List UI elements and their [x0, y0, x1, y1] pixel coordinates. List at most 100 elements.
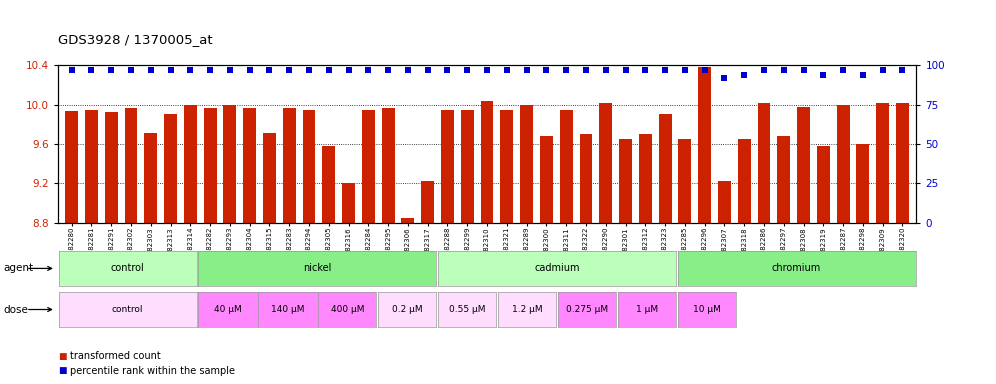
- Bar: [817, 146, 830, 223]
- Bar: [303, 109, 316, 223]
- Point: [104, 67, 120, 73]
- Point: [400, 67, 416, 73]
- Point: [618, 67, 633, 73]
- Bar: [540, 136, 553, 223]
- Bar: [500, 109, 513, 223]
- Bar: [362, 109, 374, 223]
- Bar: [797, 107, 810, 223]
- Point: [598, 67, 614, 73]
- Text: 0.275 μM: 0.275 μM: [566, 305, 608, 314]
- Bar: [896, 103, 909, 223]
- Point: [499, 67, 515, 73]
- Bar: [65, 111, 78, 223]
- Point: [341, 67, 357, 73]
- Text: dose: dose: [3, 305, 28, 314]
- Point: [123, 67, 138, 73]
- Bar: [144, 133, 157, 223]
- Point: [836, 67, 852, 73]
- Bar: [401, 218, 414, 223]
- Point: [479, 67, 495, 73]
- Point: [657, 67, 673, 73]
- Bar: [560, 109, 573, 223]
- Bar: [343, 184, 355, 223]
- Text: 1.2 μM: 1.2 μM: [512, 305, 542, 314]
- Bar: [620, 139, 631, 223]
- Bar: [481, 101, 493, 223]
- Bar: [323, 146, 336, 223]
- Bar: [441, 109, 454, 223]
- Point: [716, 75, 732, 81]
- Point: [519, 67, 535, 73]
- Point: [321, 67, 337, 73]
- Point: [459, 67, 475, 73]
- Text: 0.2 μM: 0.2 μM: [391, 305, 422, 314]
- Point: [776, 67, 792, 73]
- Text: control: control: [111, 263, 144, 273]
- Bar: [124, 108, 137, 223]
- Bar: [580, 134, 593, 223]
- Bar: [638, 134, 651, 223]
- Point: [380, 67, 396, 73]
- Bar: [876, 103, 889, 223]
- Point: [84, 67, 100, 73]
- Bar: [421, 181, 434, 223]
- Bar: [105, 111, 118, 223]
- Bar: [85, 109, 98, 223]
- Text: percentile rank within the sample: percentile rank within the sample: [70, 366, 235, 376]
- Point: [281, 67, 297, 73]
- Text: 1 μM: 1 μM: [635, 305, 657, 314]
- Text: GDS3928 / 1370005_at: GDS3928 / 1370005_at: [58, 33, 212, 46]
- Bar: [381, 108, 394, 223]
- Point: [162, 67, 178, 73]
- Point: [439, 67, 455, 73]
- Point: [578, 67, 594, 73]
- Point: [419, 67, 435, 73]
- Bar: [164, 114, 177, 223]
- Bar: [857, 144, 870, 223]
- Bar: [718, 181, 731, 223]
- Bar: [738, 139, 751, 223]
- Point: [855, 72, 871, 78]
- Bar: [184, 105, 197, 223]
- Text: control: control: [112, 305, 143, 314]
- Point: [64, 67, 80, 73]
- Point: [756, 67, 772, 73]
- Point: [202, 67, 218, 73]
- Text: ■: ■: [58, 366, 67, 375]
- Bar: [678, 139, 691, 223]
- Point: [539, 67, 555, 73]
- Bar: [837, 105, 850, 223]
- Bar: [461, 109, 474, 223]
- Point: [242, 67, 258, 73]
- Bar: [263, 133, 276, 223]
- Bar: [758, 103, 771, 223]
- Bar: [658, 114, 671, 223]
- Point: [361, 67, 376, 73]
- Bar: [520, 105, 533, 223]
- Text: chromium: chromium: [772, 263, 821, 273]
- Bar: [243, 108, 256, 223]
- Point: [222, 67, 238, 73]
- Bar: [283, 108, 296, 223]
- Point: [182, 67, 198, 73]
- Text: 400 μM: 400 μM: [331, 305, 364, 314]
- Text: transformed count: transformed count: [70, 351, 160, 361]
- Text: 140 μM: 140 μM: [271, 305, 304, 314]
- Point: [262, 67, 278, 73]
- Bar: [600, 103, 613, 223]
- Text: 0.55 μM: 0.55 μM: [449, 305, 485, 314]
- Bar: [698, 67, 711, 223]
- Bar: [203, 108, 216, 223]
- Point: [736, 72, 752, 78]
- Point: [796, 67, 812, 73]
- Point: [637, 67, 653, 73]
- Point: [874, 67, 890, 73]
- Text: cadmium: cadmium: [534, 263, 580, 273]
- Point: [677, 67, 693, 73]
- Text: agent: agent: [3, 263, 33, 273]
- Text: nickel: nickel: [303, 263, 332, 273]
- Point: [558, 67, 574, 73]
- Text: ■: ■: [58, 352, 67, 361]
- Bar: [223, 105, 236, 223]
- Point: [301, 67, 317, 73]
